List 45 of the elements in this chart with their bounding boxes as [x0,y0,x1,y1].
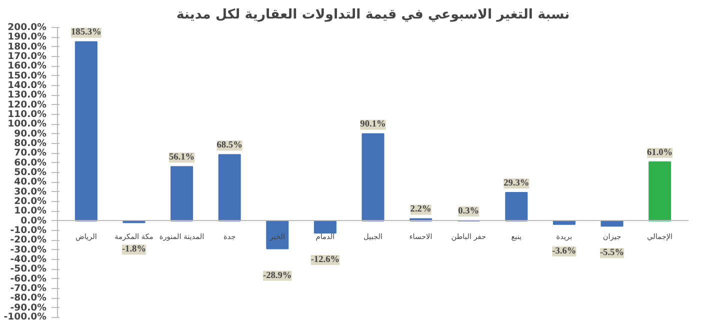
y-tick-label: 150.0% [8,70,48,82]
y-tick-label: 30.0% [14,186,48,198]
data-label: 68.5% [216,140,242,151]
y-tick-label: -60.0% [10,273,48,284]
y-tick-label: 170.0% [8,51,48,62]
y-tick-label: 120.0% [8,99,48,110]
data-label: -3.6% [552,246,576,256]
y-tick-label: 10.0% [14,206,48,217]
y-tick-label: 180.0% [8,41,48,52]
y-tick-label: 140.0% [8,80,48,91]
chart-title: نسبة التغير الاسبوعي في قيمة التداولات العقارية لكل مدينة [176,8,570,22]
y-tick-label: 130.0% [8,90,48,101]
data-label: 61.0% [646,148,673,158]
y-tick-label: 70.0% [14,148,48,159]
y-tick-label: 50.0% [14,167,48,178]
y-tick-label: -70.0% [10,283,48,294]
y-tick-label: 190.0% [8,32,48,43]
y-tick-label: 20.0% [14,196,48,207]
y-tick-label: 110.0% [8,109,48,120]
y-tick-label: -10.0% [10,225,48,236]
y-tick-label: -40.0% [10,254,48,265]
y-tick-label: 0.0% [20,215,48,226]
y-tick-label: -50.0% [10,264,48,275]
data-label: -1.8% [122,244,146,255]
y-tick-label: 60.0% [14,157,48,168]
data-label: -12.6% [310,255,340,266]
y-tick-label: -90.0% [10,302,48,314]
data-label: 0.3% [458,206,480,217]
y-tick-label: 100.0% [8,118,48,130]
data-label: 56.1% [168,152,195,163]
y-tick-label: -20.0% [10,234,48,246]
data-label: 29.3% [504,178,530,189]
y-tick-label: 80.0% [14,138,48,149]
y-tick-label: -80.0% [10,292,48,304]
y-tick-label: -30.0% [10,244,48,256]
data-label: 2.2% [410,204,432,215]
data-label: -28.9% [263,270,292,281]
y-tick-label: 200.0% [8,22,48,33]
data-label: 90.1% [360,120,386,130]
y-tick-label: -100.0% [4,312,48,322]
data-label: -5.5% [600,248,624,258]
y-tick-label: 160.0% [8,60,48,72]
y-tick-label: 90.0% [14,128,48,140]
data-label: 185.3% [71,28,102,38]
y-tick-label: 40.0% [14,176,48,188]
